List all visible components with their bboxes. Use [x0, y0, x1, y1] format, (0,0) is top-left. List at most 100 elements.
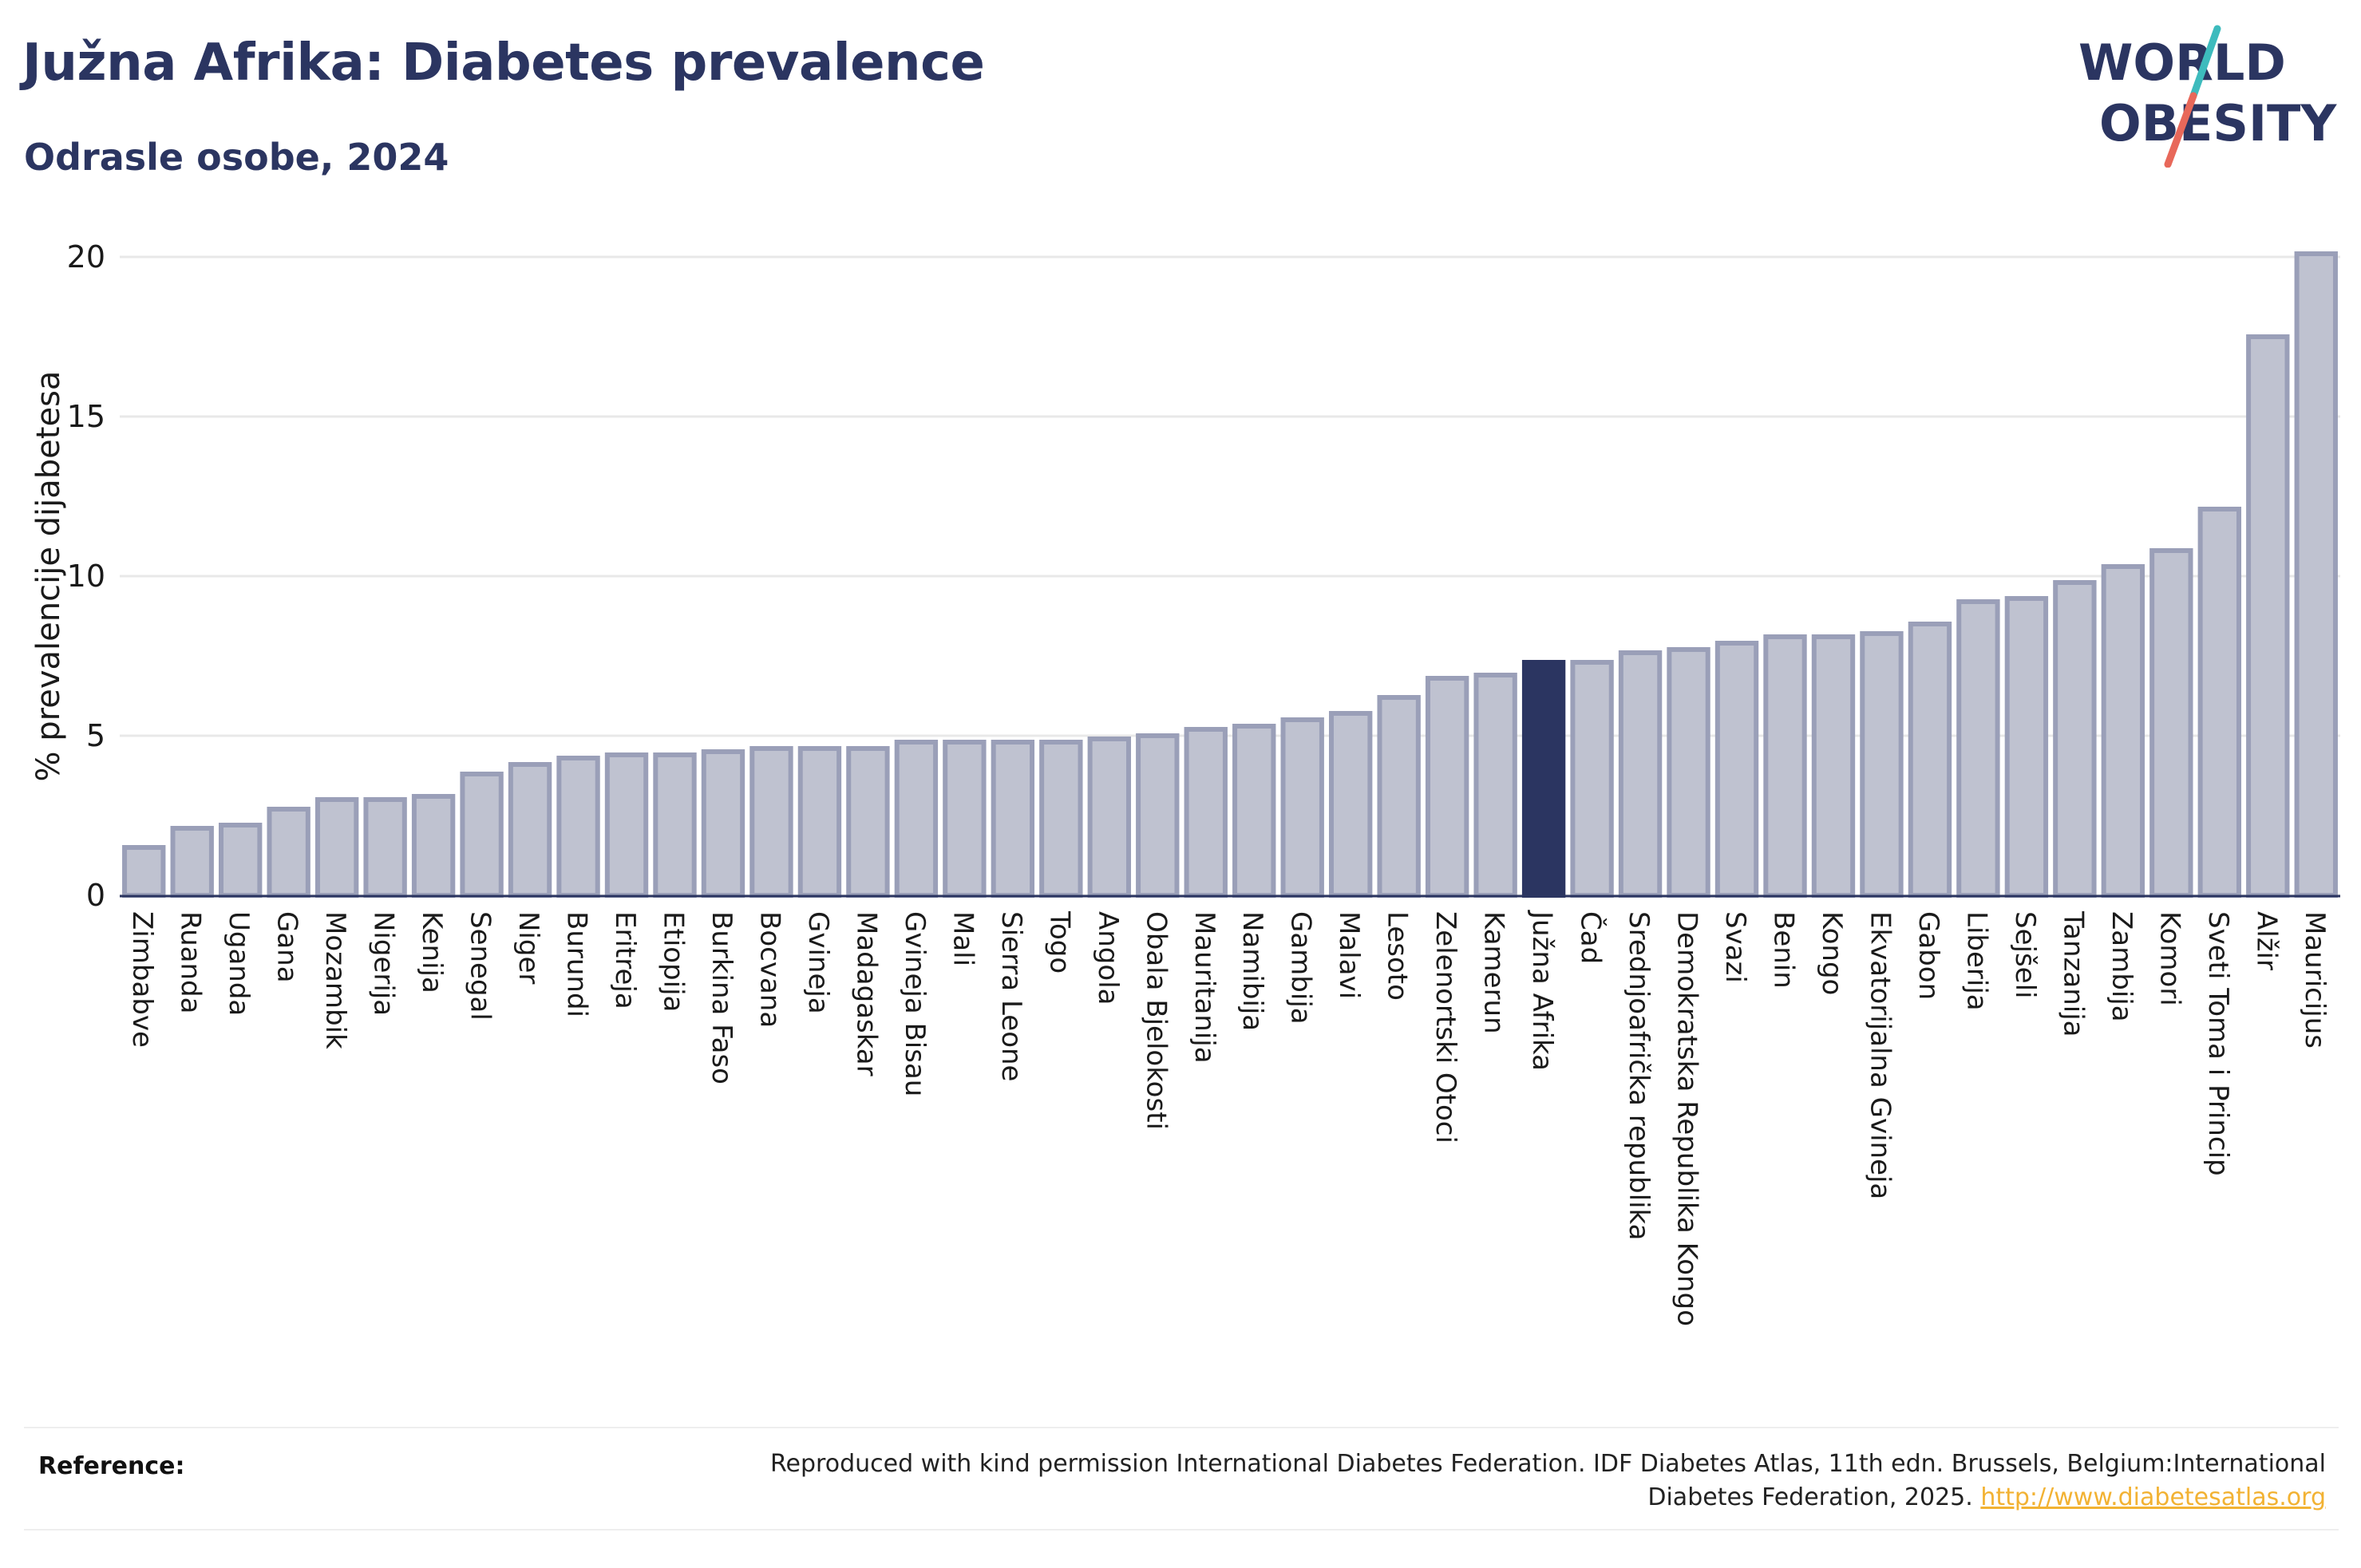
bar-burundi: [556, 756, 600, 898]
logo-word-world: WORLD: [2078, 34, 2286, 92]
reference-label: Reference:: [38, 1452, 185, 1480]
reference-link[interactable]: http://www.diabetesatlas.org: [1980, 1483, 2326, 1511]
x-tick-label: Madagaskar: [850, 911, 882, 1076]
x-tick-label: Mauricijus: [2299, 911, 2331, 1049]
x-tick-label: Gvineja Bisau: [899, 911, 931, 1096]
bar-južna-afrika: [1521, 660, 1566, 898]
reference-footer: Reference: Reproduced with kind permissi…: [24, 1427, 2339, 1530]
x-tick-label: Kamerun: [1478, 911, 1510, 1034]
x-tick-label: Gana: [271, 911, 303, 983]
bar-uganda: [219, 823, 263, 898]
bar-zelenortski-otoci: [1425, 676, 1469, 898]
bar-sveti-toma-i-princip: [2197, 507, 2241, 898]
bar-burkina-faso: [701, 749, 745, 898]
bar-sejšeli: [2004, 596, 2049, 898]
chart-subtitle: Odrasle osobe, 2024: [24, 136, 449, 179]
bar-komori: [2149, 548, 2193, 898]
x-tick-label: Burkina Faso: [706, 911, 738, 1084]
x-tick-label: Eritreja: [609, 911, 641, 1009]
x-tick-labels: Zimbabve Ruanda Uganda Gana Mozambik Nigerija…: [126, 910, 2331, 1326]
bar-gabon: [1908, 622, 1952, 898]
x-tick-label: Mauritanija: [1188, 911, 1220, 1064]
bar-namibija: [1232, 724, 1276, 898]
bar-senegal: [460, 772, 504, 898]
bar-eritreja: [604, 752, 649, 898]
x-tick-label: Sierra Leone: [995, 911, 1027, 1081]
world-obesity-logo: WORLD OBESITY: [2078, 25, 2337, 168]
x-tick-label: Zimbabve: [126, 911, 158, 1048]
x-tick-label: Srednjoafrička republika: [1623, 911, 1655, 1240]
x-tick-label: Mali: [947, 911, 979, 966]
bar-angola: [1087, 737, 1131, 898]
bar-sierra-leone: [991, 740, 1035, 898]
bar-madagaskar: [846, 746, 890, 898]
bar-ruanda: [170, 826, 214, 898]
bar-gana: [267, 807, 310, 898]
bar-mauricijus: [2294, 251, 2338, 898]
reference-citation: Reproduced with kind permission Internat…: [770, 1450, 2326, 1511]
x-tick-label: Južna Afrika: [1526, 910, 1558, 1071]
x-tick-label: Zambija: [2106, 911, 2138, 1022]
bar-zambija: [2101, 564, 2145, 898]
bar-demokratska-republika-kongo: [1667, 647, 1710, 898]
x-tick-label: Alžir: [2250, 911, 2282, 970]
x-tick-label: Uganda: [223, 911, 255, 1016]
x-tick-label: Namibija: [1236, 911, 1268, 1031]
x-tick-label: Senegal: [465, 911, 496, 1021]
y-tick-labels: 0 5 10 15 20: [67, 239, 105, 913]
bar-liberija: [1956, 599, 2000, 898]
bar-čad: [1570, 660, 1614, 898]
bar-ekvatorijalna-gvineja: [1860, 631, 1904, 898]
bars: [122, 251, 2338, 898]
x-tick-label: Demokratska Republika Kongo: [1671, 911, 1703, 1326]
y-tick-label: 15: [67, 399, 105, 434]
bar-gambija: [1280, 717, 1324, 898]
x-tick-label: Bocvana: [753, 911, 785, 1028]
x-tick-label: Nigerija: [368, 911, 400, 1016]
x-tick-label: Mozambik: [319, 911, 351, 1049]
bar-gvineja: [797, 746, 842, 898]
bar-obala-bjelokosti: [1136, 733, 1180, 898]
bar-malavi: [1329, 711, 1373, 898]
bar-togo: [1039, 740, 1083, 898]
bar-niger: [508, 762, 552, 898]
x-tick-label: Etiopija: [658, 911, 690, 1012]
y-tick-label: 20: [67, 239, 105, 274]
x-tick-label: Togo: [1043, 910, 1075, 974]
logo-word-obesity: OBESITY: [2099, 94, 2337, 152]
x-tick-label: Kenija: [416, 911, 448, 993]
logo-slash-teal: [2189, 25, 2221, 100]
x-tick-label: Ekvatorijalna Gvineja: [1864, 911, 1896, 1199]
x-tick-label: Lesoto: [1382, 911, 1414, 1001]
bar-nigerija: [363, 797, 407, 898]
bar-kongo: [1811, 634, 1856, 898]
x-tick-label: Sejšeli: [2009, 911, 2041, 998]
x-tick-label: Sveti Toma i Princip: [2202, 911, 2234, 1176]
x-tick-label: Burundi: [561, 911, 593, 1017]
bar-mozambik: [314, 797, 359, 898]
chart-title: Južna Afrika: Diabetes prevalence: [22, 34, 985, 93]
bar-tanzanija: [2053, 580, 2097, 898]
y-axis-title: % prevalencije dijabetesa: [30, 371, 67, 782]
x-tick-label: Gabon: [1912, 911, 1944, 1000]
bar-mali: [943, 740, 987, 898]
y-tick-label: 5: [86, 718, 105, 753]
x-tick-label: Čad: [1575, 911, 1608, 964]
bar-etiopija: [653, 752, 697, 898]
y-tick-label: 10: [67, 559, 105, 594]
x-tick-label: Gambija: [1285, 911, 1317, 1025]
bar-mauritanija: [1184, 727, 1228, 898]
x-tick-label: Ruanda: [175, 911, 207, 1013]
bar-bocvana: [749, 746, 793, 898]
bar-lesoto: [1377, 695, 1421, 898]
bar-svazi: [1714, 641, 1759, 898]
x-tick-label: Zelenortski Otoci: [1430, 911, 1461, 1143]
x-tick-label: Angola: [1092, 911, 1124, 1005]
x-tick-label: Kongo: [1816, 911, 1848, 995]
x-tick-label: Liberija: [1960, 911, 1992, 1011]
x-tick-label: Tanzanija: [2057, 910, 2089, 1037]
x-tick-label: Komori: [2153, 911, 2185, 1006]
bar-alžir: [2246, 334, 2290, 898]
x-tick-label: Svazi: [1719, 911, 1751, 983]
x-tick-label: Gvineja: [802, 911, 834, 1014]
